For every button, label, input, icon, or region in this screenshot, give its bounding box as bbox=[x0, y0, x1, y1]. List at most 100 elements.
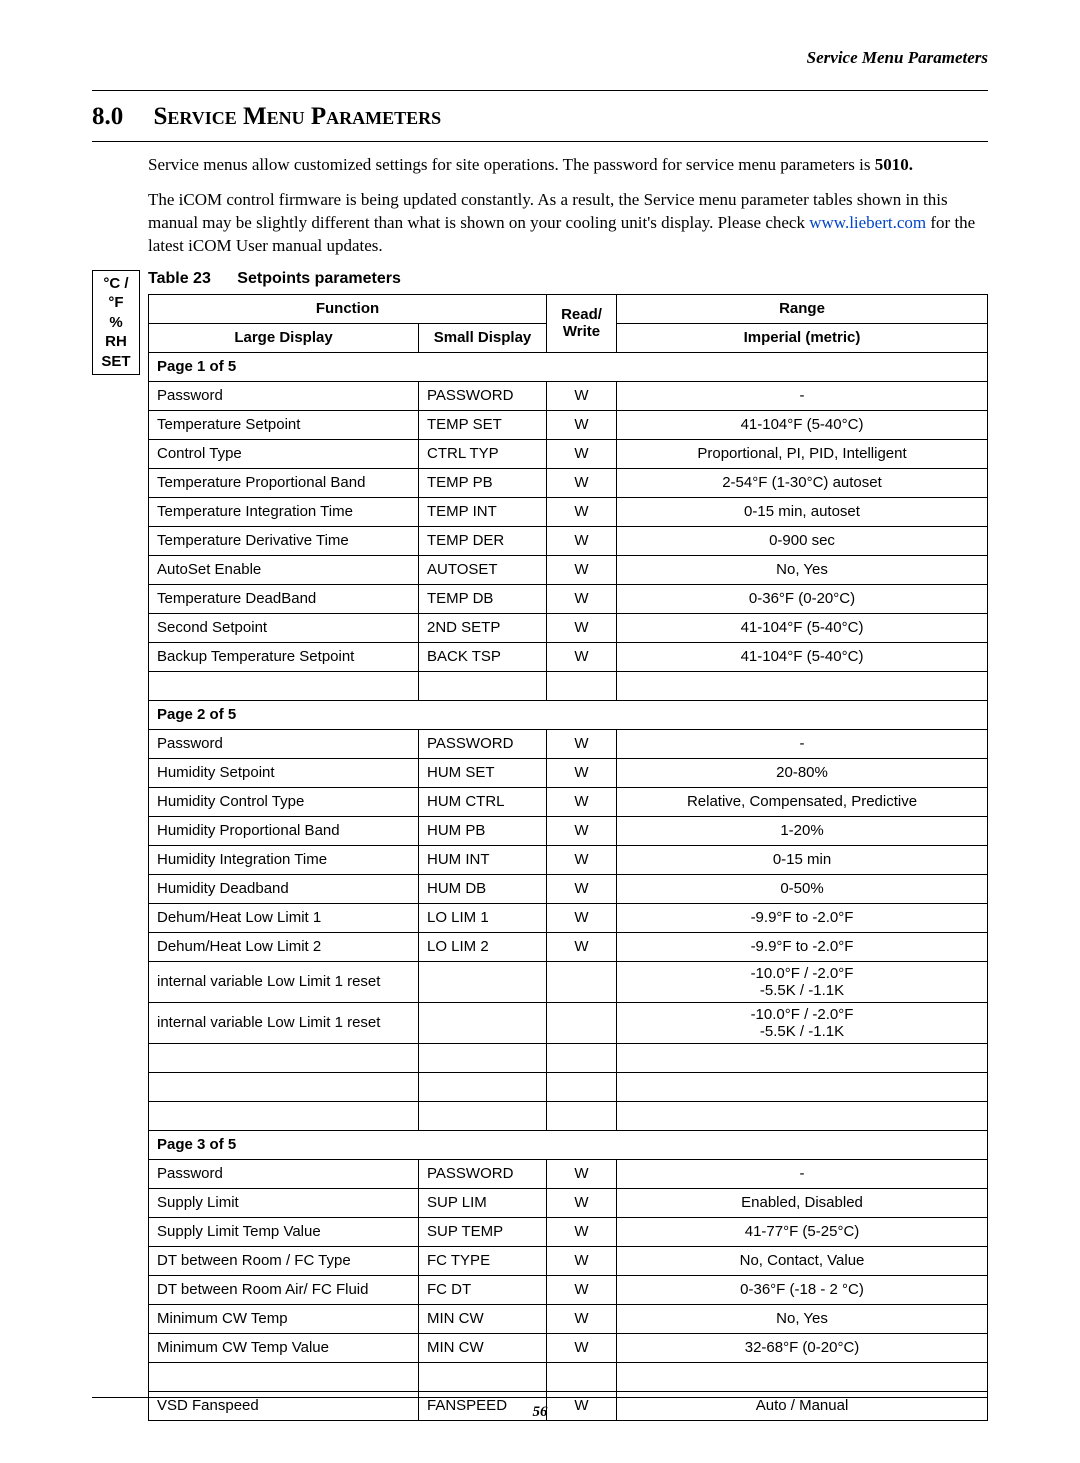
cell-range: - bbox=[617, 729, 988, 758]
para1-password: 5010. bbox=[875, 155, 913, 174]
cell-read-write: W bbox=[547, 584, 617, 613]
cell-read-write: W bbox=[547, 1188, 617, 1217]
cell-read-write: W bbox=[547, 613, 617, 642]
cell-small-display: AUTOSET bbox=[419, 555, 547, 584]
table-row bbox=[149, 1101, 988, 1130]
cell-large-display: Minimum CW Temp Value bbox=[149, 1333, 419, 1362]
cell-range: 0-15 min bbox=[617, 845, 988, 874]
cell-range: -10.0°F / -2.0°F -5.5K / -1.1K bbox=[617, 1002, 988, 1043]
content-row: °C / °F % RH SET Table 23 Setpoints para… bbox=[92, 270, 988, 1421]
table-label: Table 23 bbox=[148, 270, 211, 287]
cell-read-write: W bbox=[547, 1246, 617, 1275]
table-row: PasswordPASSWORDW- bbox=[149, 381, 988, 410]
cell-read-write: W bbox=[547, 787, 617, 816]
cell-range: 1-20% bbox=[617, 816, 988, 845]
table-row: Page 3 of 5 bbox=[149, 1130, 988, 1159]
table-row: Temperature Integration TimeTEMP INTW0-1… bbox=[149, 497, 988, 526]
cell-read-write: W bbox=[547, 1275, 617, 1304]
blank-cell bbox=[419, 671, 547, 700]
blank-cell bbox=[547, 1362, 617, 1391]
blank-cell bbox=[419, 1362, 547, 1391]
cell-large-display: DT between Room / FC Type bbox=[149, 1246, 419, 1275]
page-header-cell: Page 1 of 5 bbox=[149, 352, 988, 381]
table-row: internal variable Low Limit 1 reset-10.0… bbox=[149, 961, 988, 1002]
sidebox-line1: °C / °F bbox=[97, 274, 135, 313]
blank-cell bbox=[419, 1101, 547, 1130]
liebert-link[interactable]: www.liebert.com bbox=[809, 213, 926, 232]
cell-range: No, Contact, Value bbox=[617, 1246, 988, 1275]
cell-read-write: W bbox=[547, 468, 617, 497]
cell-large-display: Password bbox=[149, 1159, 419, 1188]
table-row: Temperature DeadBandTEMP DBW0-36°F (0-20… bbox=[149, 584, 988, 613]
table-row: Dehum/Heat Low Limit 1LO LIM 1W-9.9°F to… bbox=[149, 903, 988, 932]
blank-cell bbox=[419, 1072, 547, 1101]
cell-range: 2-54°F (1-30°C) autoset bbox=[617, 468, 988, 497]
table-row: Supply LimitSUP LIMWEnabled, Disabled bbox=[149, 1188, 988, 1217]
cell-small-display: BACK TSP bbox=[419, 642, 547, 671]
blank-cell bbox=[419, 1043, 547, 1072]
cell-large-display: Temperature Integration Time bbox=[149, 497, 419, 526]
cell-small-display: PASSWORD bbox=[419, 1159, 547, 1188]
cell-range: 0-50% bbox=[617, 874, 988, 903]
th-range: Range bbox=[617, 294, 988, 323]
cell-read-write: W bbox=[547, 1159, 617, 1188]
blank-cell bbox=[617, 1043, 988, 1072]
cell-range: 41-104°F (5-40°C) bbox=[617, 410, 988, 439]
table-row: Temperature Proportional BandTEMP PBW2-5… bbox=[149, 468, 988, 497]
cell-read-write bbox=[547, 961, 617, 1002]
cell-large-display: Dehum/Heat Low Limit 1 bbox=[149, 903, 419, 932]
units-sidebox: °C / °F % RH SET bbox=[92, 270, 140, 376]
th-large: Large Display bbox=[149, 323, 419, 352]
cell-small-display: MIN CW bbox=[419, 1304, 547, 1333]
cell-range: 0-36°F (0-20°C) bbox=[617, 584, 988, 613]
cell-read-write: W bbox=[547, 526, 617, 555]
cell-small-display: HUM SET bbox=[419, 758, 547, 787]
cell-small-display: HUM DB bbox=[419, 874, 547, 903]
cell-range: Proportional, PI, PID, Intelligent bbox=[617, 439, 988, 468]
blank-cell bbox=[617, 1072, 988, 1101]
cell-large-display: Supply Limit Temp Value bbox=[149, 1217, 419, 1246]
cell-read-write: W bbox=[547, 642, 617, 671]
blank-cell bbox=[149, 1043, 419, 1072]
rule-under-heading bbox=[92, 141, 988, 142]
table-caption: Table 23 Setpoints parameters bbox=[148, 270, 988, 288]
cell-small-display: PASSWORD bbox=[419, 729, 547, 758]
blank-cell bbox=[547, 1072, 617, 1101]
cell-read-write: W bbox=[547, 381, 617, 410]
cell-large-display: Temperature Setpoint bbox=[149, 410, 419, 439]
blank-cell bbox=[149, 671, 419, 700]
cell-range: - bbox=[617, 1159, 988, 1188]
table-row: Humidity DeadbandHUM DBW0-50% bbox=[149, 874, 988, 903]
table-row: AutoSet EnableAUTOSETWNo, Yes bbox=[149, 555, 988, 584]
cell-read-write: W bbox=[547, 816, 617, 845]
cell-read-write: W bbox=[547, 903, 617, 932]
cell-read-write: W bbox=[547, 410, 617, 439]
cell-range: 41-104°F (5-40°C) bbox=[617, 613, 988, 642]
cell-large-display: Control Type bbox=[149, 439, 419, 468]
cell-large-display: Password bbox=[149, 381, 419, 410]
table-row: PasswordPASSWORDW- bbox=[149, 729, 988, 758]
cell-large-display: Dehum/Heat Low Limit 2 bbox=[149, 932, 419, 961]
cell-small-display: TEMP DB bbox=[419, 584, 547, 613]
running-head: Service Menu Parameters bbox=[92, 48, 988, 68]
blank-cell bbox=[149, 1101, 419, 1130]
cell-range: -9.9°F to -2.0°F bbox=[617, 932, 988, 961]
table-row: DT between Room / FC TypeFC TYPEWNo, Con… bbox=[149, 1246, 988, 1275]
table-wrap: Table 23 Setpoints parameters Function R… bbox=[148, 270, 988, 1421]
cell-read-write: W bbox=[547, 845, 617, 874]
cell-read-write: W bbox=[547, 1304, 617, 1333]
cell-small-display: PASSWORD bbox=[419, 381, 547, 410]
cell-large-display: Humidity Integration Time bbox=[149, 845, 419, 874]
table-row: DT between Room Air/ FC FluidFC DTW0-36°… bbox=[149, 1275, 988, 1304]
intro-paragraph-2: The iCOM control firmware is being updat… bbox=[148, 189, 988, 258]
cell-small-display: HUM INT bbox=[419, 845, 547, 874]
cell-range: 0-15 min, autoset bbox=[617, 497, 988, 526]
table-row: Supply Limit Temp ValueSUP TEMPW41-77°F … bbox=[149, 1217, 988, 1246]
cell-range: - bbox=[617, 381, 988, 410]
cell-small-display: 2ND SETP bbox=[419, 613, 547, 642]
cell-read-write: W bbox=[547, 932, 617, 961]
cell-range: 41-104°F (5-40°C) bbox=[617, 642, 988, 671]
table-row: Temperature SetpointTEMP SETW41-104°F (5… bbox=[149, 410, 988, 439]
th-range2: Imperial (metric) bbox=[617, 323, 988, 352]
cell-small-display bbox=[419, 1002, 547, 1043]
